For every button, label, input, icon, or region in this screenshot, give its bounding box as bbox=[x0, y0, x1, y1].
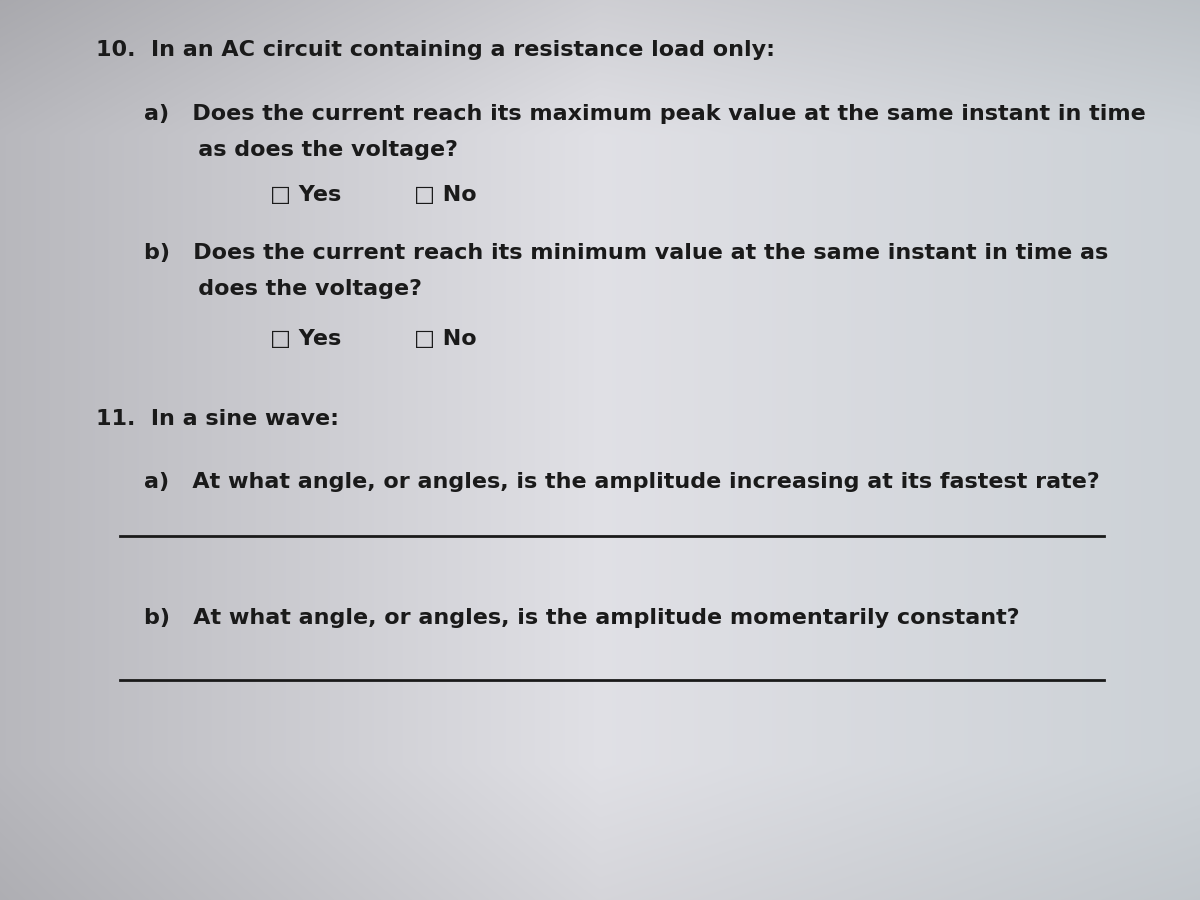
Text: b)   At what angle, or angles, is the amplitude momentarily constant?: b) At what angle, or angles, is the ampl… bbox=[144, 608, 1020, 627]
Text: □ Yes: □ Yes bbox=[270, 184, 341, 204]
Text: a)   Does the current reach its maximum peak value at the same instant in time: a) Does the current reach its maximum pe… bbox=[144, 104, 1146, 123]
Text: 10.  In an AC circuit containing a resistance load only:: 10. In an AC circuit containing a resist… bbox=[96, 40, 775, 60]
Text: as does the voltage?: as does the voltage? bbox=[144, 140, 458, 159]
Text: a)   At what angle, or angles, is the amplitude increasing at its fastest rate?: a) At what angle, or angles, is the ampl… bbox=[144, 472, 1099, 492]
Text: b)   Does the current reach its minimum value at the same instant in time as: b) Does the current reach its minimum va… bbox=[144, 243, 1109, 263]
Text: □ No: □ No bbox=[414, 328, 476, 348]
Text: 11.  In a sine wave:: 11. In a sine wave: bbox=[96, 410, 340, 429]
Text: does the voltage?: does the voltage? bbox=[144, 279, 422, 299]
Text: □ No: □ No bbox=[414, 184, 476, 204]
Text: □ Yes: □ Yes bbox=[270, 328, 341, 348]
